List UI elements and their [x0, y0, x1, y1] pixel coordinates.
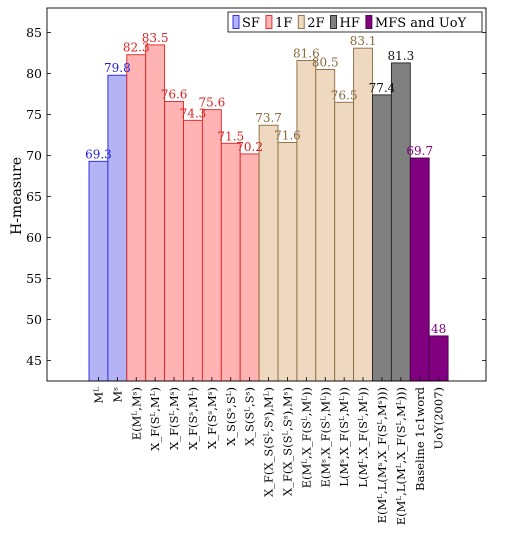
legend: SF 1F 2F HF MFS and UoY [227, 11, 483, 33]
x-tick-label: E(Mˢ,X_F(Sᴸ,Mᴸ)) [318, 387, 332, 488]
value-label: 74.3 [180, 106, 207, 120]
value-label: 81.6 [293, 46, 320, 60]
bar [390, 62, 411, 382]
x-tick-label: E(Mᴸ,X_F(Sᴸ,Mᴸ)) [299, 387, 313, 488]
x-tick-label: E(Mᴸ,L(Mᴸ,X_F(Sᴸ,Mᴸ))) [394, 387, 408, 525]
value-label: 77.4 [369, 81, 396, 95]
x-tick-label: Mᴸ [91, 387, 105, 404]
y-tick-label: 75 [26, 107, 42, 122]
x-tick-label: X_F(X_S(Sᴸ,Sˢ),Mᴸ) [262, 387, 276, 497]
x-tick-label: X_F(Sˢ,Mᴸ) [186, 387, 200, 450]
x-tick-label: L(Mᴸ,X_F(Sᴸ,Mᴸ)) [356, 387, 370, 488]
value-label: 80.5 [312, 55, 339, 69]
legend-label-2f: 2F [307, 16, 324, 31]
x-tick-label: X_F(X_S(Sᴸ,Sˢ),Mˢ) [280, 387, 294, 496]
x-tick-label: UoY(2007) [432, 387, 446, 449]
legend-label-1f: 1F [275, 16, 292, 31]
y-tick-label: 45 [26, 353, 42, 368]
legend-swatch-mfs-and-uoy [365, 15, 373, 29]
value-label: 70.2 [236, 140, 263, 154]
bar [220, 142, 241, 382]
value-label: 76.5 [331, 88, 358, 102]
x-tick-label: X_S(Sᴸ,Sˢ) [243, 387, 257, 446]
bar [201, 109, 222, 382]
bar [239, 153, 260, 382]
bar [296, 60, 317, 382]
x-tick-label: E(Mᴸ,Mˢ) [129, 387, 143, 440]
value-label: 73.7 [255, 111, 282, 125]
plot-frame [46, 7, 487, 382]
bar [409, 157, 430, 382]
y-tick-label: 80 [26, 66, 42, 81]
bar [258, 124, 279, 382]
bar [372, 94, 392, 382]
y-tick-label: 85 [26, 25, 42, 40]
y-tick-label: 50 [26, 312, 42, 327]
bar [315, 69, 336, 382]
bar [126, 54, 147, 382]
legend-label-hf: HF [340, 16, 360, 31]
bar [107, 74, 128, 382]
value-label: 82.3 [123, 41, 150, 55]
value-label: 71.6 [274, 128, 301, 142]
value-label: 69.3 [85, 147, 112, 161]
value-label: 69.7 [406, 144, 433, 158]
bars-group [88, 44, 449, 382]
value-label: 76.6 [161, 87, 188, 101]
value-label: 83.5 [142, 31, 169, 45]
legend-swatch-2f [297, 15, 305, 29]
x-tick-label: X_F(Sᴸ,Mˢ) [167, 387, 181, 450]
legend-label-sf: SF [242, 16, 260, 31]
bar [164, 101, 184, 382]
x-tick-label: Baseline 1c1word [413, 386, 427, 491]
y-tick-label: 60 [26, 230, 42, 245]
legend-swatch-hf [330, 15, 337, 29]
value-label: 75.6 [198, 96, 225, 110]
bar [88, 160, 109, 382]
bar [428, 335, 449, 382]
value-label: 48 [431, 322, 446, 336]
value-labels-group: 69.3 79.8 82.383.5 76.6 74.375.6 71.570.2 73.7… [85, 31, 446, 336]
x-axis: Mᴸ Mˢ E(Mᴸ,Mˢ) X_F(Sᴸ,Mᴸ) X_F(Sᴸ,Mˢ) X_F(Sˢ,M… [91, 377, 446, 525]
x-tick-label: X_F(Sˢ,Mˢ) [205, 387, 219, 449]
x-tick-label: E(Mᴸ,L(Mˢ,X_F(Sᴸ,Mˢ))) [375, 387, 389, 523]
value-label: 83.1 [350, 34, 377, 48]
x-tick-label: X_S(Sˢ,Sᴸ) [224, 387, 238, 446]
y-axis: 45 50 55 60 65 70 75 80 85 [26, 25, 486, 368]
bar [334, 101, 355, 382]
x-tick-label: L(Mˢ,X_F(Sᴸ,Mᴸ)) [337, 387, 351, 487]
bar [183, 119, 203, 382]
y-tick-label: 65 [26, 189, 42, 204]
x-tick-label: X_F(Sᴸ,Mᴸ) [148, 387, 162, 451]
x-tick-label: Mˢ [110, 387, 124, 403]
y-tick-label: 55 [26, 271, 42, 286]
legend-swatch-sf [232, 15, 240, 29]
legend-label-mfs-and-uoy: MFS and UoY [375, 16, 467, 31]
value-label: 71.5 [217, 129, 244, 143]
value-label: 79.8 [104, 61, 131, 75]
bar [277, 141, 298, 382]
legend-swatch-1f [265, 15, 273, 29]
y-axis-label: H-measure [9, 157, 25, 235]
value-label: 81.3 [387, 49, 414, 63]
y-tick-label: 70 [26, 148, 42, 163]
legend-box [227, 11, 483, 33]
